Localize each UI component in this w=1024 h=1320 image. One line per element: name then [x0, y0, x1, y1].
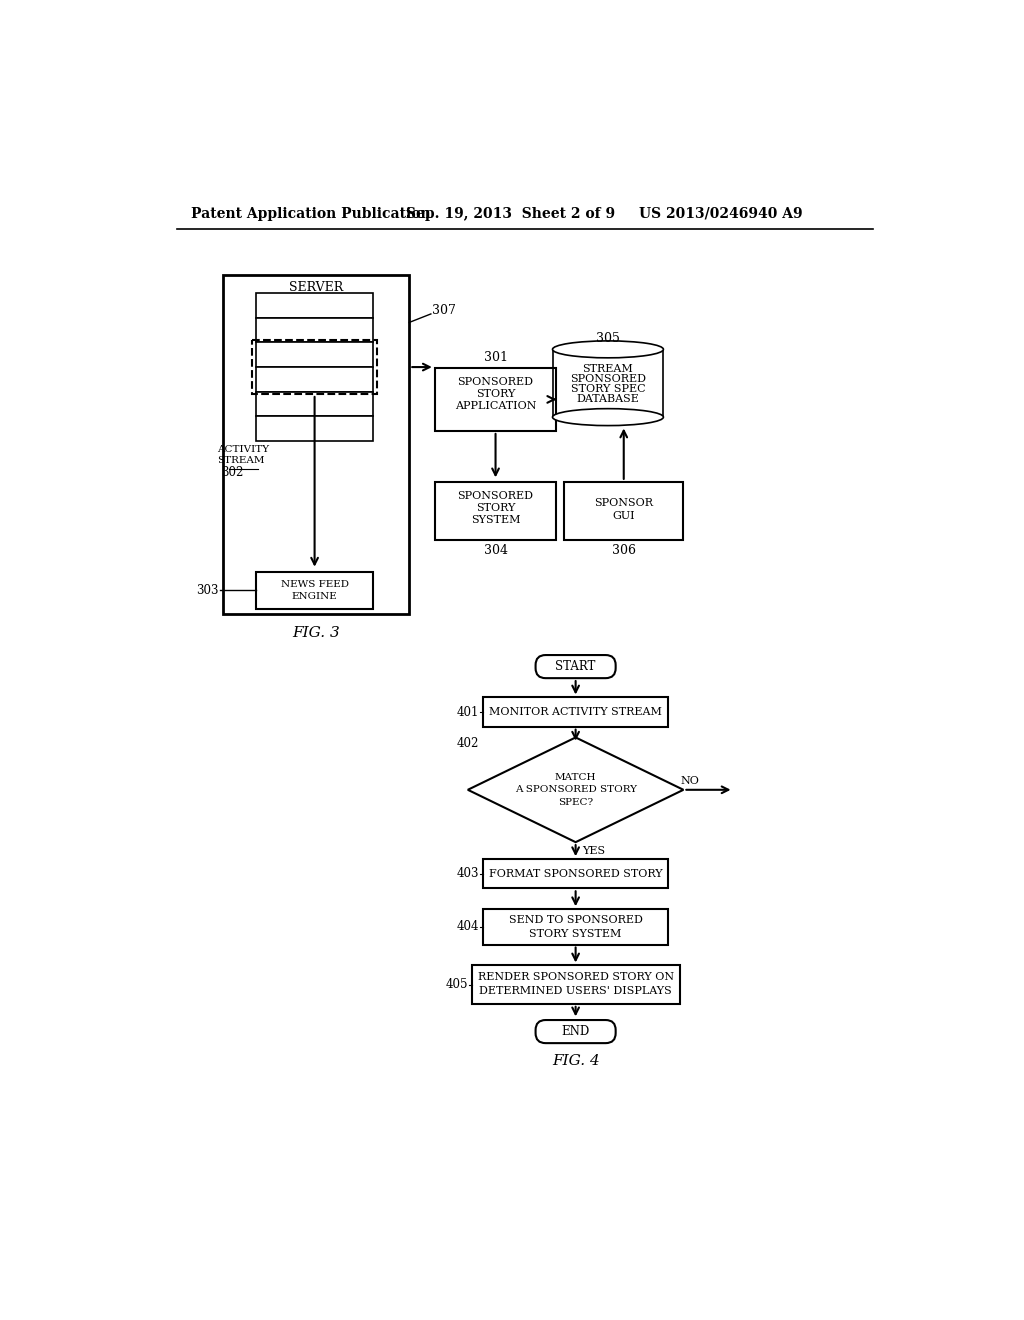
Bar [483, 697, 668, 726]
Bar [256, 342, 373, 367]
Text: NO: NO [680, 776, 699, 787]
Text: 304: 304 [483, 544, 508, 557]
Bar [256, 293, 373, 318]
Text: NEWS FEED: NEWS FEED [281, 579, 348, 589]
Text: STORY SPEC: STORY SPEC [570, 384, 645, 395]
Text: STORY: STORY [476, 503, 515, 513]
Text: ACTIVITY: ACTIVITY [217, 445, 269, 454]
Text: SPONSORED: SPONSORED [570, 375, 646, 384]
Text: END: END [561, 1026, 590, 1038]
Bar [256, 416, 373, 441]
Text: SEND TO SPONSORED: SEND TO SPONSORED [509, 915, 642, 925]
Bar [252, 341, 377, 395]
Text: FIG. 3: FIG. 3 [292, 626, 340, 640]
Text: Patent Application Publication: Patent Application Publication [190, 207, 430, 220]
Text: SYSTEM: SYSTEM [471, 515, 520, 525]
Text: DETERMINED USERS' DISPLAYS: DETERMINED USERS' DISPLAYS [479, 986, 672, 995]
Text: ENGINE: ENGINE [292, 593, 338, 601]
Text: 303: 303 [197, 583, 219, 597]
Text: MONITOR ACTIVITY STREAM: MONITOR ACTIVITY STREAM [489, 708, 663, 717]
Text: DATABASE: DATABASE [577, 395, 639, 404]
Text: STORY SYSTEM: STORY SYSTEM [529, 929, 622, 939]
Text: 302: 302 [220, 466, 243, 479]
Text: 305: 305 [596, 333, 620, 345]
Text: APPLICATION: APPLICATION [455, 401, 537, 412]
Bar [553, 350, 664, 417]
Text: SERVER: SERVER [289, 281, 343, 294]
Ellipse shape [553, 341, 664, 358]
Bar [256, 572, 373, 609]
Bar [256, 367, 373, 392]
Text: START: START [555, 660, 596, 673]
Text: MATCH: MATCH [555, 774, 596, 781]
Text: STORY: STORY [476, 389, 515, 399]
Text: FORMAT SPONSORED STORY: FORMAT SPONSORED STORY [488, 869, 663, 879]
Bar [223, 276, 410, 614]
Text: FIG. 4: FIG. 4 [552, 1053, 599, 1068]
Bar [256, 318, 373, 342]
Text: YES: YES [582, 846, 605, 857]
Text: 307: 307 [432, 305, 457, 317]
Text: 404: 404 [457, 920, 479, 933]
Text: 405: 405 [445, 978, 468, 991]
Text: US 2013/0246940 A9: US 2013/0246940 A9 [639, 207, 803, 220]
Text: A SPONSORED STORY: A SPONSORED STORY [515, 785, 637, 795]
Text: STREAM: STREAM [583, 364, 633, 375]
Text: 301: 301 [483, 351, 508, 363]
Text: 401: 401 [457, 705, 479, 718]
Text: SPONSORED: SPONSORED [458, 376, 534, 387]
Text: 403: 403 [457, 867, 479, 880]
Text: 402: 402 [457, 737, 479, 750]
FancyBboxPatch shape [536, 655, 615, 678]
Bar [256, 392, 373, 416]
Bar [483, 909, 668, 945]
Text: RENDER SPONSORED STORY ON: RENDER SPONSORED STORY ON [477, 972, 674, 982]
Polygon shape [468, 738, 683, 842]
Text: Sep. 19, 2013  Sheet 2 of 9: Sep. 19, 2013 Sheet 2 of 9 [407, 207, 615, 220]
Bar [472, 965, 680, 1003]
Text: SPEC?: SPEC? [558, 797, 593, 807]
Ellipse shape [553, 409, 664, 425]
Text: SPONSORED: SPONSORED [458, 491, 534, 500]
FancyBboxPatch shape [536, 1020, 615, 1043]
Bar [435, 368, 556, 430]
Text: GUI: GUI [612, 511, 635, 521]
Text: SPONSOR: SPONSOR [594, 499, 653, 508]
Bar [564, 482, 683, 540]
Bar [435, 482, 556, 540]
Bar [483, 859, 668, 888]
Text: STREAM: STREAM [217, 455, 264, 465]
Text: 306: 306 [611, 544, 636, 557]
